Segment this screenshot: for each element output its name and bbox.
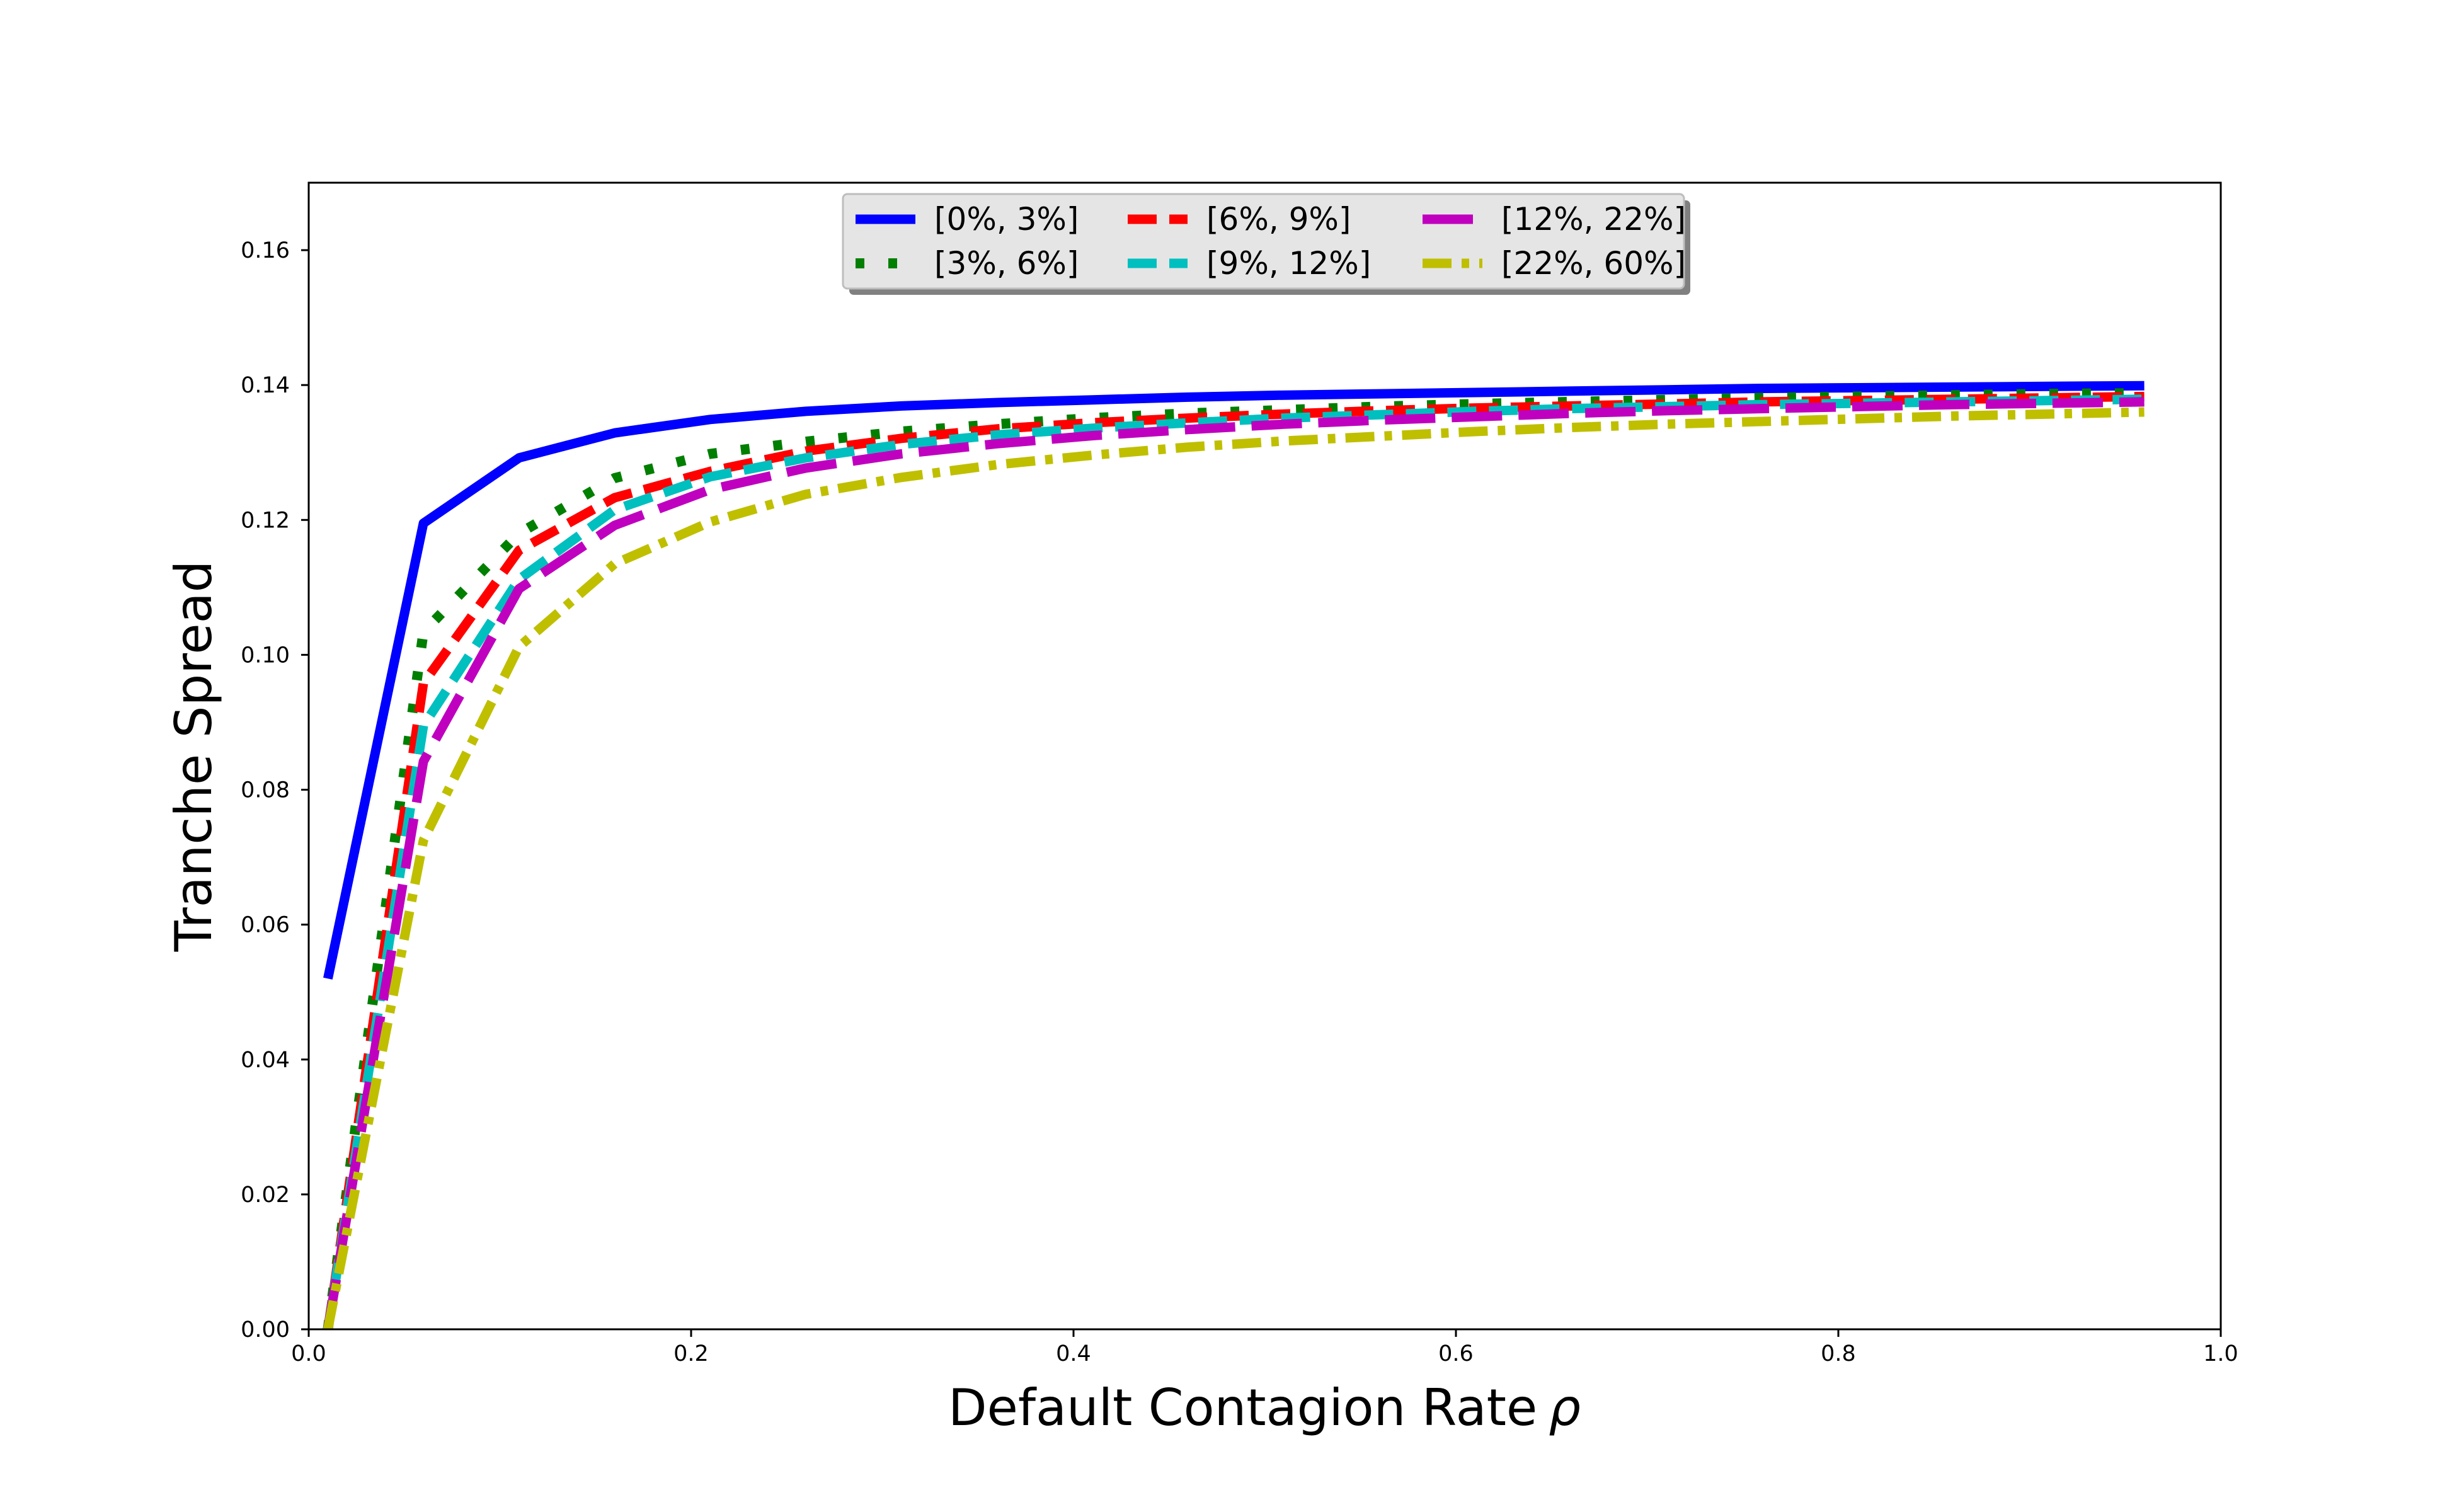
y-tick-label: 0.10	[241, 643, 290, 668]
legend-item-4: [12%, 22%]	[1423, 201, 1686, 238]
x-tick-label: 1.0	[2203, 1341, 2238, 1366]
y-tick-label: 0.06	[241, 913, 290, 938]
y-tick-label: 0.16	[241, 238, 290, 263]
legend-box	[842, 193, 1685, 290]
y-tick-label: 0.14	[241, 373, 290, 398]
x-tick-label: 0.4	[1056, 1341, 1091, 1366]
series-5	[323, 407, 2145, 1329]
legend-item-5: [22%, 60%]	[1423, 245, 1686, 282]
plot-frame	[307, 181, 2222, 1331]
x-axis-label: Default Contagion Rate	[948, 1378, 1537, 1437]
series-line	[323, 391, 2145, 1329]
series-4	[323, 397, 2145, 1329]
series-3	[323, 394, 2145, 1329]
series-line	[323, 381, 2145, 980]
legend-label: [6%, 9%]	[1206, 201, 1351, 238]
series-line	[323, 407, 2145, 1329]
y-tick-label: 0.00	[241, 1317, 290, 1343]
series-0	[323, 381, 2145, 980]
legend: [0%, 3%] [3%, 6%] [6%, 9%] [9%, 12%] [12%, 2…	[842, 193, 1690, 295]
y-tick-label: 0.12	[241, 508, 290, 533]
series-line	[323, 394, 2145, 1329]
legend-item-3: [9%, 12%]	[1128, 245, 1371, 282]
legend-label: [9%, 12%]	[1206, 245, 1371, 282]
x-tick-label: 0.0	[291, 1341, 326, 1366]
legend-item-0: [0%, 3%]	[856, 201, 1079, 238]
legend-item-1: [3%, 6%]	[856, 245, 1079, 282]
y-tick-label: 0.04	[241, 1048, 290, 1073]
y-axis: 0.00 0.02 0.04 0.06 0.08 0.10 0.12 0.14 0.16	[241, 238, 309, 1343]
legend-item-2: [6%, 9%]	[1128, 201, 1351, 238]
x-tick-label: 0.8	[1821, 1341, 1856, 1366]
y-axis-title: Tranche Spread	[164, 561, 223, 953]
x-tick-label: 0.2	[673, 1341, 709, 1366]
legend-label: [0%, 3%]	[934, 201, 1079, 238]
y-tick-label: 0.02	[241, 1183, 290, 1208]
y-tick-label: 0.08	[241, 778, 290, 803]
legend-label: [3%, 6%]	[934, 245, 1079, 282]
series-layer	[323, 381, 2145, 1329]
legend-label: [12%, 22%]	[1501, 201, 1686, 238]
x-axis-title: Default Contagion Rate ρ	[948, 1378, 1581, 1437]
series-2	[323, 391, 2145, 1329]
x-tick-label: 0.6	[1438, 1341, 1474, 1366]
series-line	[323, 397, 2145, 1329]
x-axis: 0.0 0.2 0.4 0.6 0.8 1.0	[291, 1329, 2238, 1366]
legend-label: [22%, 60%]	[1501, 245, 1686, 282]
x-axis-symbol: ρ	[1549, 1378, 1581, 1437]
plot-area	[309, 183, 2221, 1329]
